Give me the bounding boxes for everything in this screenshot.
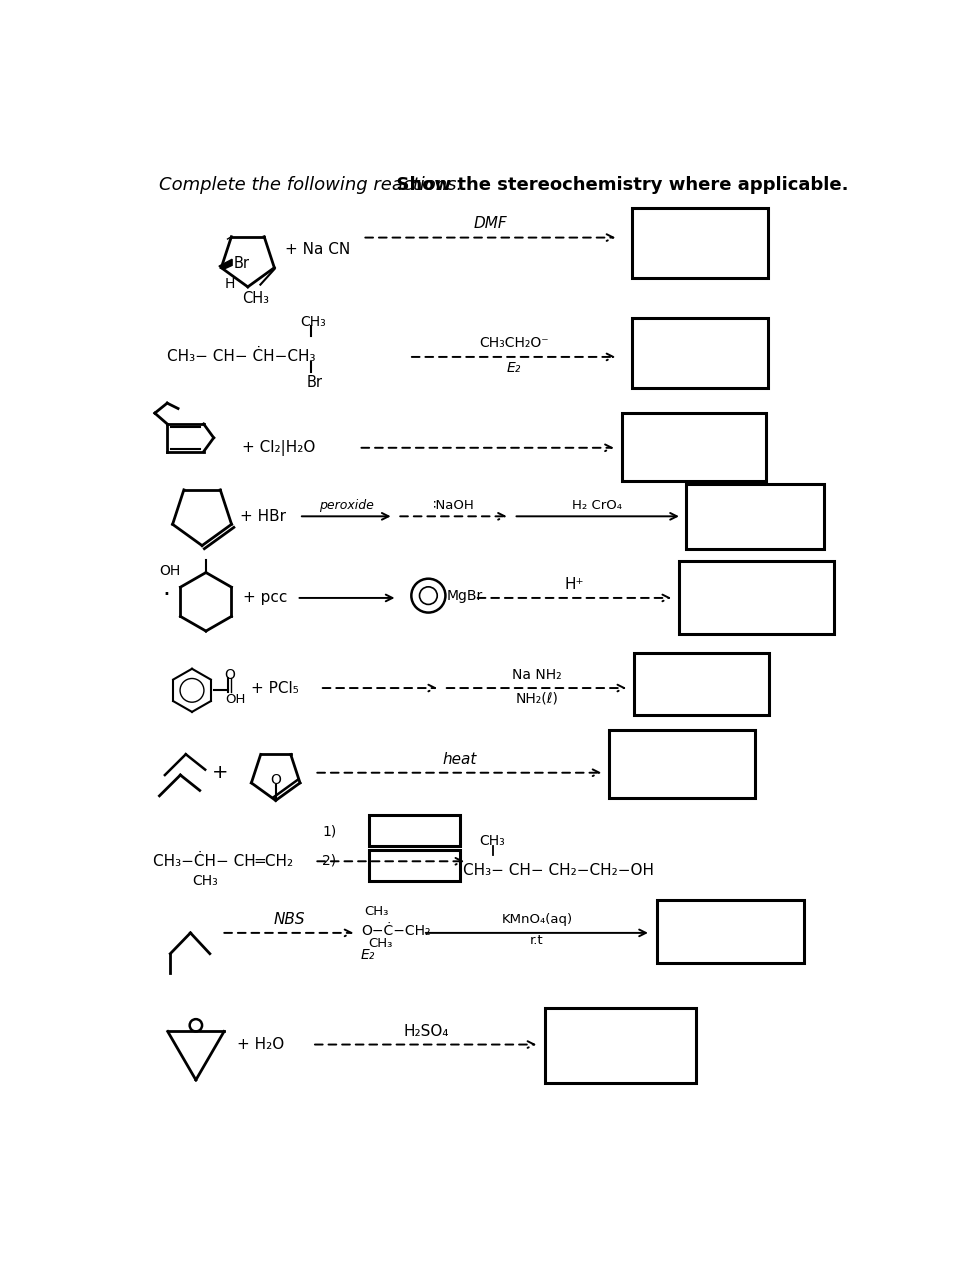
Text: 1): 1) bbox=[321, 824, 336, 838]
Bar bbox=[631, 209, 767, 278]
Text: 2): 2) bbox=[321, 854, 336, 868]
Text: + pcc: + pcc bbox=[243, 590, 287, 605]
Text: + H₂O: + H₂O bbox=[236, 1037, 284, 1052]
Text: heat: heat bbox=[442, 752, 476, 767]
Bar bbox=[609, 730, 754, 798]
Bar bbox=[544, 1008, 695, 1083]
Text: Br: Br bbox=[234, 256, 249, 270]
Bar bbox=[621, 413, 765, 480]
Bar bbox=[368, 850, 460, 880]
Text: CH₃: CH₃ bbox=[241, 290, 269, 306]
Text: O: O bbox=[224, 668, 234, 682]
Text: CH₃−ĊH− CH═CH₂: CH₃−ĊH− CH═CH₂ bbox=[153, 854, 293, 869]
Text: O: O bbox=[270, 773, 280, 787]
Text: CH₃: CH₃ bbox=[479, 834, 504, 848]
Text: + Na CN: + Na CN bbox=[284, 242, 350, 257]
Text: CH₃− CH− CH₂−CH₂−OH: CH₃− CH− CH₂−CH₂−OH bbox=[463, 862, 654, 878]
Text: CH₃: CH₃ bbox=[300, 315, 326, 329]
Text: OH: OH bbox=[225, 693, 245, 706]
Text: Br: Br bbox=[307, 375, 322, 390]
Text: H₂SO₄: H₂SO₄ bbox=[403, 1024, 448, 1040]
Text: KMnO₄(aq): KMnO₄(aq) bbox=[501, 912, 572, 925]
Text: CH₃: CH₃ bbox=[363, 905, 388, 917]
Text: O−Ċ−CH₂: O−Ċ−CH₂ bbox=[361, 924, 430, 938]
Text: OH: OH bbox=[159, 564, 181, 578]
Text: Show the stereochemistry where applicable.: Show the stereochemistry where applicabl… bbox=[384, 176, 848, 194]
Bar bbox=[633, 654, 769, 715]
Text: H₂ CrO₄: H₂ CrO₄ bbox=[572, 499, 621, 512]
Text: + Cl₂|H₂O: + Cl₂|H₂O bbox=[242, 440, 316, 456]
Text: Na NH₂: Na NH₂ bbox=[512, 668, 561, 682]
Text: + HBr: + HBr bbox=[239, 508, 285, 524]
Text: E₂: E₂ bbox=[361, 948, 375, 962]
Text: E₂: E₂ bbox=[506, 361, 521, 375]
Bar bbox=[631, 318, 767, 387]
Text: MgBr: MgBr bbox=[446, 589, 483, 603]
Text: H: H bbox=[224, 276, 234, 290]
Text: NH₂(ℓ): NH₂(ℓ) bbox=[515, 692, 558, 706]
Bar bbox=[368, 815, 460, 846]
Text: .: . bbox=[162, 576, 170, 600]
Text: DMF: DMF bbox=[473, 217, 507, 231]
Bar bbox=[657, 899, 803, 963]
Text: Complete the following reactions.: Complete the following reactions. bbox=[159, 176, 462, 194]
Text: ∶NaOH: ∶NaOH bbox=[433, 499, 475, 512]
Bar bbox=[678, 561, 832, 634]
Text: CH₃: CH₃ bbox=[191, 874, 218, 888]
Bar bbox=[686, 484, 824, 549]
Text: CH₃: CH₃ bbox=[368, 936, 393, 949]
Text: CH₃− CH− ĊH−CH₃: CH₃− CH− ĊH−CH₃ bbox=[167, 349, 316, 364]
Text: NBS: NBS bbox=[273, 912, 304, 927]
Text: r.t: r.t bbox=[530, 934, 543, 947]
Polygon shape bbox=[219, 259, 232, 269]
Text: H⁺: H⁺ bbox=[564, 577, 583, 592]
Text: CH₃CH₂O⁻: CH₃CH₂O⁻ bbox=[479, 336, 548, 350]
Text: +: + bbox=[211, 763, 228, 782]
Text: + PCl₅: + PCl₅ bbox=[251, 680, 298, 696]
Text: peroxide: peroxide bbox=[319, 499, 373, 512]
